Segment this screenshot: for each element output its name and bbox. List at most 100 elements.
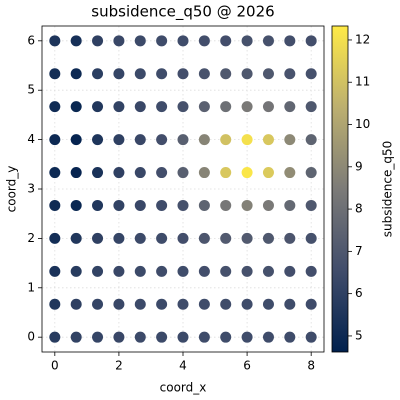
point [198,134,210,146]
point [156,101,168,113]
point [284,298,296,310]
point [241,35,253,47]
point [113,68,125,80]
colorbar [331,25,349,353]
point [305,68,317,80]
point [49,167,61,179]
point [241,134,253,146]
point [49,68,61,80]
point [70,199,82,211]
point [70,232,82,244]
point [134,265,146,277]
point [134,331,146,343]
point [113,134,125,146]
point [156,167,168,179]
point [70,68,82,80]
point [284,199,296,211]
colorbar-tick-label: 10 [355,117,370,131]
point [156,134,168,146]
y-tick-label: 0 [27,330,35,344]
point [305,232,317,244]
point [284,68,296,80]
point [49,232,61,244]
point [156,35,168,47]
point [220,101,232,113]
point [262,101,274,113]
point [113,331,125,343]
point [92,298,104,310]
x-tick-label: 8 [307,359,315,373]
plot-frame [41,25,325,353]
point [262,68,274,80]
point [156,265,168,277]
point [262,232,274,244]
colorbar-tick-label: 12 [355,32,370,46]
point [49,331,61,343]
point [284,232,296,244]
point [134,232,146,244]
point [198,35,210,47]
point [177,68,189,80]
point [177,265,189,277]
point [177,101,189,113]
point [305,298,317,310]
point [262,265,274,277]
y-axis-label: coord_y [5,166,19,213]
point [113,265,125,277]
point [305,265,317,277]
point [241,101,253,113]
point [70,134,82,146]
point [49,134,61,146]
point [241,167,253,179]
y-tick-label: 1 [27,280,35,294]
point [241,68,253,80]
x-tick-label: 6 [243,359,251,373]
point [198,199,210,211]
point [220,298,232,310]
colorbar-tick-label: 11 [355,75,370,89]
colorbar-tick-label: 9 [355,159,363,173]
point [262,35,274,47]
point [305,101,317,113]
point [177,134,189,146]
point [262,134,274,146]
x-tick-label: 2 [115,359,123,373]
point [305,35,317,47]
point [284,167,296,179]
y-tick-label: 6 [27,33,35,47]
point [262,199,274,211]
point [198,68,210,80]
point [92,101,104,113]
point [134,167,146,179]
colorbar-label: subsidence_q50 [381,141,395,238]
point [113,35,125,47]
point [113,298,125,310]
point [49,265,61,277]
point [177,35,189,47]
point [92,265,104,277]
point [49,101,61,113]
point [177,298,189,310]
point [70,167,82,179]
colorbar-tick-label: 7 [355,244,363,258]
point [177,167,189,179]
point [177,232,189,244]
point [220,232,232,244]
point [156,68,168,80]
point [241,298,253,310]
point [220,35,232,47]
point [305,167,317,179]
point [70,298,82,310]
colorbar-tick-label: 8 [355,202,363,216]
y-tick-label: 5 [27,83,35,97]
x-tick-label: 4 [179,359,187,373]
point [134,35,146,47]
point [177,331,189,343]
point [241,232,253,244]
colorbar-tick-label: 6 [355,286,363,300]
point [284,101,296,113]
x-tick-label: 0 [51,359,59,373]
y-tick-label: 4 [27,132,35,146]
point [113,232,125,244]
